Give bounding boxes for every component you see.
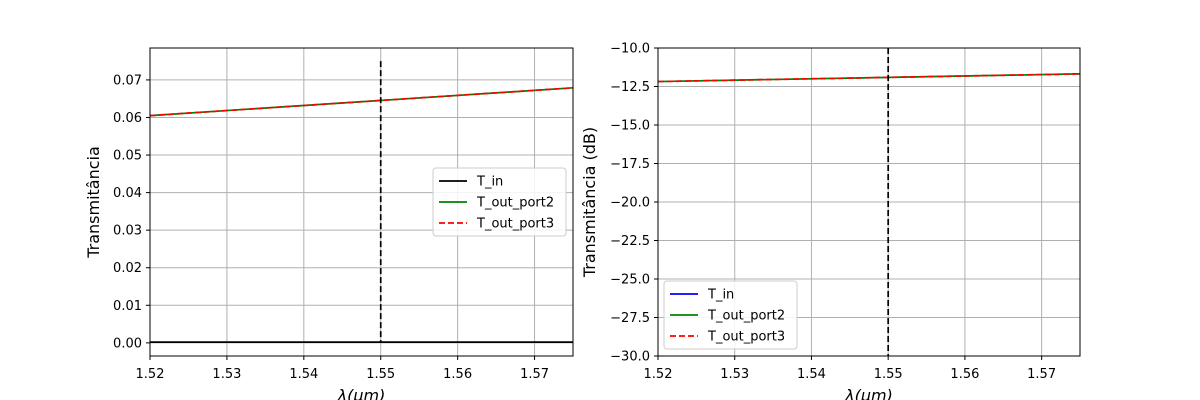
- transmittance-linear-chart: 1.52 1.53 1.54 1.55 1.56 1.57 0.00 0.01 0.02 0.03…: [84, 47, 574, 400]
- legend-box: [663, 280, 798, 350]
- y-tick-label: −12.5: [610, 80, 650, 95]
- y-tick-label: −30.0: [610, 350, 650, 365]
- transmittance-db-chart: 1.52 1.53 1.54 1.55 1.56 1.57 −30.0 −27.5 −25.0 −…: [580, 42, 1081, 400]
- y-tick-label: 0.06: [113, 111, 142, 126]
- y-axis-label: Transmitância (dB): [580, 127, 599, 278]
- y-tick-label: 0.03: [113, 224, 142, 239]
- y-tick-label: 0.07: [113, 73, 142, 88]
- x-tick-label: 1.57: [520, 367, 549, 382]
- legend-label-t-out-port2: T_out_port2: [707, 309, 785, 324]
- y-tick-label: −25.0: [610, 273, 650, 288]
- legend-label-t-out-port2: T_out_port2: [476, 196, 554, 211]
- y-tick-label: 0.02: [113, 261, 142, 276]
- legend-label-t-out-port3: T_out_port3: [476, 217, 554, 232]
- y-tick-label: 0.01: [113, 299, 142, 314]
- x-tick-label: 1.57: [1027, 367, 1056, 382]
- plot-area: [150, 61, 573, 343]
- series-line-t-out-port3: [658, 73, 1080, 83]
- y-tick-label: −27.5: [610, 311, 650, 326]
- y-tick-label: −20.0: [610, 196, 650, 211]
- y-tick-label: −10.0: [610, 42, 650, 57]
- y-axis-label: Transmitância: [84, 146, 103, 259]
- axes-frame: [149, 47, 574, 357]
- x-tick-label: 1.53: [212, 367, 241, 382]
- x-tick-label: 1.56: [443, 367, 472, 382]
- x-tick-label: 1.53: [720, 367, 749, 382]
- legend-label-t-in: T_in: [707, 288, 734, 303]
- x-tick-label: 1.54: [289, 367, 318, 382]
- y-tick-label: 0.04: [113, 186, 142, 201]
- x-tick-label: 1.55: [366, 367, 395, 382]
- y-tick-label: −15.0: [610, 119, 650, 134]
- series-line-t-out-port3: [150, 86, 573, 117]
- y-tick-label: 0.00: [113, 336, 142, 351]
- x-tick-label: 1.55: [874, 367, 903, 382]
- plot-area: [658, 48, 1080, 356]
- x-tick-label: 1.56: [950, 367, 979, 382]
- y-tick-label: −17.5: [610, 157, 650, 172]
- x-tick-label: 1.52: [136, 367, 165, 382]
- x-axis-label: λ(μm): [337, 386, 386, 400]
- legend: T_in T_out_port2 T_out_port3: [432, 167, 567, 237]
- x-tick-label: 1.54: [797, 367, 826, 382]
- x-tick-label: 1.52: [644, 367, 673, 382]
- legend-label-t-in: T_in: [476, 175, 503, 190]
- legend: T_in T_out_port2 T_out_port3: [663, 280, 798, 350]
- x-axis-label: λ(μm): [844, 386, 893, 400]
- legend-label-t-out-port3: T_out_port3: [707, 330, 785, 345]
- y-tick-label: 0.05: [113, 149, 142, 164]
- legend-box: [432, 167, 567, 237]
- y-tick-label: −22.5: [610, 234, 650, 249]
